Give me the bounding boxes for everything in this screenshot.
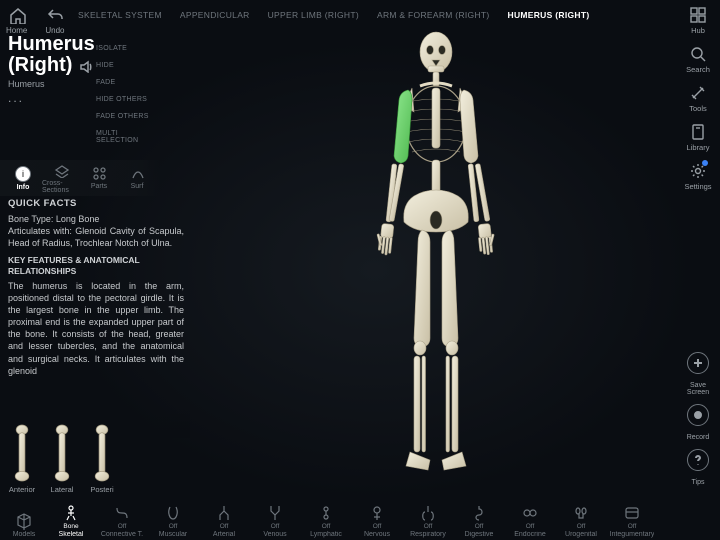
context-item[interactable]: FADE OTHERS: [92, 108, 164, 125]
tools-button[interactable]: Tools: [689, 84, 707, 113]
quick-facts-body: Bone Type: Long BoneArticulates with: Gl…: [8, 213, 184, 249]
system-venous[interactable]: OffVenous: [251, 504, 299, 538]
context-item[interactable]: HIDE OTHERS: [92, 91, 164, 108]
breadcrumb-item[interactable]: ARM & FOREARM (RIGHT): [377, 10, 490, 20]
breadcrumb: SKELETAL SYSTEM APPENDICULAR UPPER LIMB (R…: [78, 10, 589, 20]
system-skeletal[interactable]: BoneSkeletal: [47, 504, 95, 538]
info-tab-surf[interactable]: Surf: [118, 166, 156, 190]
info-panel: QUICK FACTS Bone Type: Long BoneArticula…: [8, 198, 184, 383]
context-item[interactable]: FADE: [92, 74, 164, 91]
tips-button[interactable]: [687, 449, 709, 471]
system-urogenital[interactable]: OffUrogenital: [557, 504, 605, 538]
context-item[interactable]: MULTI SELECTION: [92, 125, 164, 149]
library-button[interactable]: Library: [687, 123, 710, 152]
tools-icon: [689, 84, 707, 102]
quick-facts-heading: QUICK FACTS: [8, 198, 184, 209]
system-endocrine[interactable]: OffEndocrine: [506, 504, 554, 538]
search-button[interactable]: Search: [686, 45, 710, 74]
home-icon: [8, 6, 26, 24]
settings-button[interactable]: Settings: [684, 162, 711, 191]
plus-icon: [692, 357, 704, 369]
skeleton-render: [336, 24, 536, 494]
undo-button[interactable]: Undo: [45, 6, 64, 35]
system-muscular[interactable]: OffMuscular: [149, 504, 197, 538]
question-icon: [692, 454, 704, 466]
system-respiratory[interactable]: OffRespiratory: [404, 504, 452, 538]
hub-button[interactable]: Hub: [689, 6, 707, 35]
key-features-body: The humerus is located in the arm, posit…: [8, 280, 184, 377]
thumbnail-lateral[interactable]: Lateral: [48, 424, 76, 494]
breadcrumb-item[interactable]: SKELETAL SYSTEM: [78, 10, 162, 20]
breadcrumb-item[interactable]: UPPER LIMB (RIGHT): [268, 10, 359, 20]
breadcrumb-item[interactable]: APPENDICULAR: [180, 10, 250, 20]
save-screen-button[interactable]: [687, 352, 709, 374]
gear-icon: [689, 162, 707, 180]
title-sub: Humerus: [8, 79, 95, 89]
hub-icon: [689, 6, 707, 24]
context-menu: ISOLATEHIDEFADEHIDE OTHERSFADE OTHERSMUL…: [92, 40, 164, 149]
right-rail: Hub Search Tools Library Settings: [680, 6, 716, 191]
right-rail-lower: Save Screen Record Tips: [680, 352, 716, 486]
system-digestive[interactable]: OffDigestive: [455, 504, 503, 538]
title-line2: (Right): [8, 55, 72, 76]
title-line1: Humerus: [8, 34, 95, 55]
thumbnail-anterior[interactable]: Anterior: [8, 424, 36, 494]
undo-icon: [46, 6, 64, 24]
breadcrumb-item[interactable]: HUMERUS (RIGHT): [508, 10, 590, 20]
context-item[interactable]: HIDE: [92, 57, 164, 74]
home-button[interactable]: Home: [6, 6, 27, 35]
view-thumbnails: Anterior Lateral Posteri: [8, 424, 116, 494]
info-tab-parts[interactable]: Parts: [80, 166, 118, 190]
systems-bar: ModelsBoneSkeletalOffConnective T.OffMus…: [4, 496, 680, 538]
key-features-heading: KEY FEATURES & ANATOMICAL RELATIONSHIPS: [8, 255, 184, 276]
system-connectivet[interactable]: OffConnective T.: [98, 504, 146, 538]
info-tabs: iInfoCross-SectionsPartsSurf: [0, 160, 160, 196]
info-tab-crosssections[interactable]: Cross-Sections: [42, 163, 80, 194]
speak-icon[interactable]: [78, 59, 92, 73]
title-more[interactable]: ...: [8, 91, 95, 105]
library-icon: [689, 123, 707, 141]
system-integumentary[interactable]: OffIntegumentary: [608, 504, 656, 538]
system-models[interactable]: Models: [4, 512, 44, 538]
title-block: Humerus (Right) Humerus ...: [8, 34, 95, 105]
search-icon: [689, 45, 707, 63]
record-icon: [692, 409, 704, 421]
system-arterial[interactable]: OffArterial: [200, 504, 248, 538]
3d-viewport[interactable]: [194, 24, 678, 494]
thumbnail-posteri[interactable]: Posteri: [88, 424, 116, 494]
record-button[interactable]: [687, 404, 709, 426]
system-lymphatic[interactable]: OffLymphatic: [302, 504, 350, 538]
context-item[interactable]: ISOLATE: [92, 40, 164, 57]
info-tab-info[interactable]: iInfo: [4, 166, 42, 191]
system-nervous[interactable]: OffNervous: [353, 504, 401, 538]
